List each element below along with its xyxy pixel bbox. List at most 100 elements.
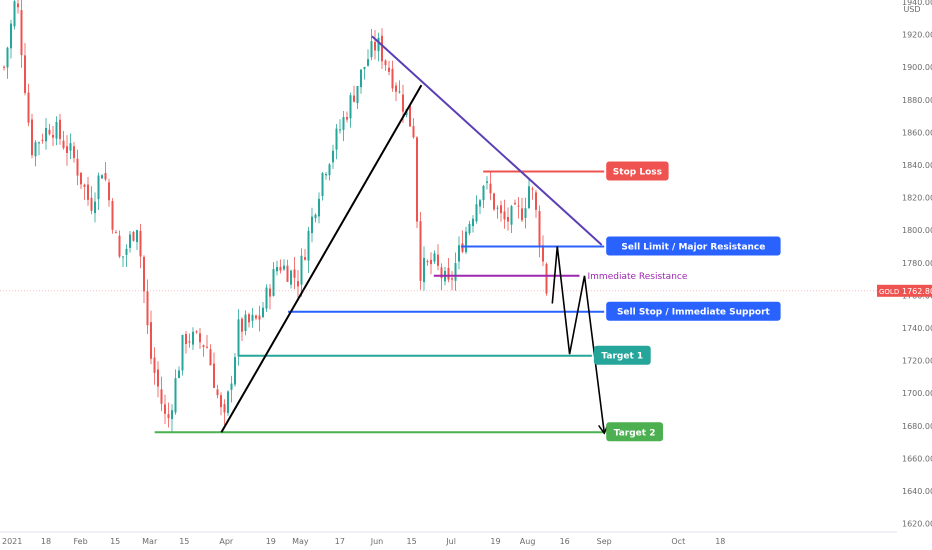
level-label-text: Sell Limit / Major Resistance xyxy=(621,243,765,253)
candle-body xyxy=(157,369,159,387)
candle-body xyxy=(290,270,292,285)
candle xyxy=(118,230,121,259)
candle-body xyxy=(31,119,33,156)
candle-body xyxy=(381,35,383,62)
candle-body xyxy=(493,193,495,210)
candle xyxy=(108,178,110,207)
candle xyxy=(486,176,488,190)
candle-body xyxy=(209,349,212,366)
candle-body xyxy=(339,129,341,131)
y-tick-label: 1720.00 xyxy=(902,357,932,366)
candle xyxy=(157,361,159,398)
x-tick-label: 15 xyxy=(179,537,189,546)
x-tick-label: May xyxy=(292,537,309,546)
x-tick-label: 19 xyxy=(266,537,276,546)
candle-body xyxy=(465,231,467,253)
level-label-box xyxy=(606,161,669,181)
candle-body xyxy=(139,230,142,257)
candle-body xyxy=(419,221,422,281)
y-axis[interactable]: USD 1940.00 1920.00 1900.00 1880.00 1860.00 1… xyxy=(897,0,932,532)
last-price-badge xyxy=(877,284,932,297)
candle-body xyxy=(356,86,359,104)
candle-body xyxy=(409,105,411,127)
candle-body xyxy=(538,211,541,246)
candle-body xyxy=(458,245,460,262)
candle xyxy=(426,259,429,266)
candle-body xyxy=(6,47,9,68)
last-price-marker: GOLD 1762.80 xyxy=(0,284,932,297)
candle-body xyxy=(276,267,278,272)
candle-body xyxy=(48,129,51,135)
candle xyxy=(66,135,68,166)
candle-body xyxy=(514,203,516,205)
candle-body xyxy=(13,1,16,27)
candle xyxy=(188,333,191,348)
candle-body xyxy=(174,378,177,413)
candle xyxy=(160,376,163,411)
candle-body xyxy=(248,314,250,323)
candle-body xyxy=(150,322,152,359)
candle xyxy=(262,302,264,319)
candle xyxy=(174,369,177,415)
candle xyxy=(76,149,79,186)
candle xyxy=(472,215,474,233)
candle-body xyxy=(38,142,40,144)
candle xyxy=(461,230,464,254)
candle xyxy=(143,255,145,303)
candle xyxy=(482,184,485,209)
candle-body xyxy=(164,404,166,414)
candle xyxy=(48,123,51,136)
candle xyxy=(409,105,411,127)
candle xyxy=(328,163,331,181)
candle xyxy=(276,260,278,276)
y-tick-label: 1940.00 xyxy=(902,0,932,7)
x-tick-label: 15 xyxy=(407,537,417,546)
candle-body xyxy=(111,201,114,230)
candle xyxy=(216,384,219,399)
candle xyxy=(290,269,292,289)
candle xyxy=(395,82,397,102)
candle-body xyxy=(118,235,121,257)
x-tick-label: Jun xyxy=(370,537,384,546)
candle-body xyxy=(178,370,180,378)
candle-body xyxy=(388,67,390,72)
candle xyxy=(339,119,341,134)
candle xyxy=(202,344,205,357)
candle xyxy=(430,252,432,275)
candle-body xyxy=(80,172,82,185)
candle-body xyxy=(321,173,324,196)
candle-body xyxy=(195,331,198,333)
candle-body xyxy=(269,288,271,297)
candle-body xyxy=(507,217,509,222)
candle xyxy=(346,111,348,123)
x-axis[interactable]: 2021 18 Feb 15 Mar 15 Apr 19 May 17 Jun 15 Jul 19 Aug 1… xyxy=(0,531,932,550)
candle xyxy=(493,192,495,211)
candle xyxy=(307,226,310,273)
candle xyxy=(248,312,250,328)
candle xyxy=(104,162,107,182)
y-tick-label: 1660.00 xyxy=(902,454,932,463)
candle xyxy=(510,204,513,233)
candle-body xyxy=(332,150,334,163)
y-tick-label: 1800.00 xyxy=(902,226,932,235)
candle-body xyxy=(213,363,215,388)
level-label-text: Target 2 xyxy=(614,428,656,438)
candle-body xyxy=(122,256,124,258)
candle xyxy=(73,142,75,163)
candle xyxy=(209,344,212,366)
candle-body xyxy=(346,117,348,120)
candle xyxy=(230,375,233,403)
x-tick-label: 2021 xyxy=(2,537,22,546)
candle-body xyxy=(503,211,506,220)
candle xyxy=(524,197,527,229)
candles-layer xyxy=(3,0,548,432)
x-tick-label: Aug xyxy=(520,537,536,546)
candle xyxy=(129,231,131,253)
candle xyxy=(195,330,198,334)
candle xyxy=(101,174,103,179)
candle xyxy=(475,195,478,224)
candle-body xyxy=(192,331,194,345)
candle xyxy=(10,19,12,59)
candle xyxy=(34,140,37,167)
